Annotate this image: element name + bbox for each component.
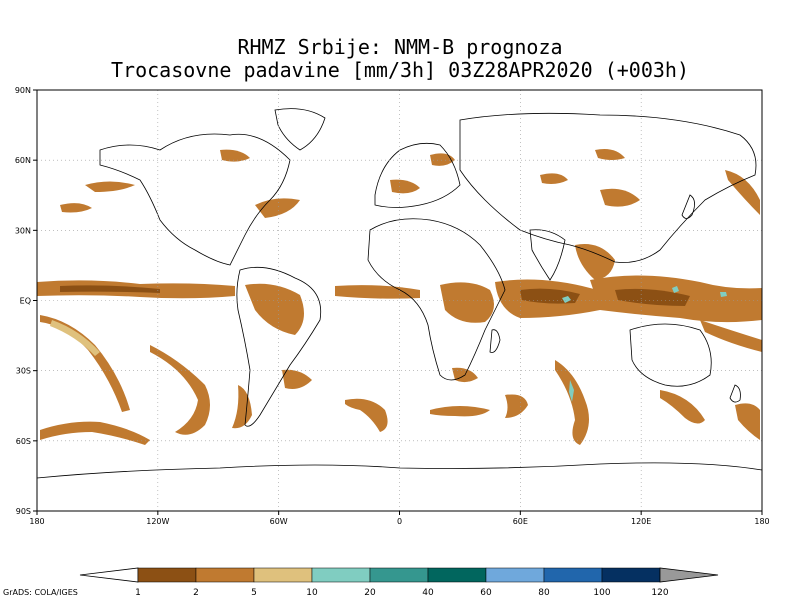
precip-southern-ocean-e — [735, 403, 760, 440]
lat-label: 30N — [15, 226, 31, 235]
colorbar-label: 5 — [251, 588, 257, 598]
lon-label: 180 — [29, 517, 44, 526]
precip-south-pacific-3 — [50, 320, 100, 356]
greenland-outline — [274, 108, 326, 151]
lat-label: 60N — [15, 156, 31, 165]
precip-russia — [540, 173, 568, 184]
precip-spcz — [700, 320, 762, 352]
precip-africa — [440, 282, 494, 323]
colorbar-label: 120 — [651, 588, 668, 598]
precip-south-pacific-1 — [40, 315, 130, 412]
lon-label: 120E — [631, 517, 651, 526]
lon-label: 0 — [397, 517, 402, 526]
precip-south-pacific-4 — [40, 421, 150, 445]
lon-labels: 180 120W 60W 0 60E 120E 180 — [29, 511, 770, 526]
precip-heavy-1 — [562, 296, 571, 303]
precip-south-indian-1 — [505, 394, 528, 418]
antarctica-outline — [36, 462, 763, 479]
lat-label: EQ — [20, 297, 31, 306]
chart-title: RHMZ Srbije: NMM-B prognoza — [237, 35, 563, 59]
colorbar-segment — [195, 567, 255, 583]
lon-label: 60E — [513, 517, 528, 526]
lat-label: 30S — [16, 367, 31, 376]
precip-south-indian-2 — [555, 360, 589, 445]
precip-south-atlantic — [345, 398, 388, 432]
precip-south-atlantic-2 — [430, 406, 490, 417]
precip-heavy-3 — [720, 292, 727, 297]
colorbar-segment — [253, 567, 313, 583]
precip-canada — [220, 149, 250, 162]
precip-south-america — [245, 283, 304, 335]
india-outline — [529, 229, 566, 281]
map-grid — [37, 90, 762, 511]
precip-itcz-atlantic — [335, 285, 420, 299]
colorbar-segment — [311, 567, 371, 583]
precip-southern-ocean-w — [232, 385, 252, 429]
credit-text: GrADS: COLA/IGES — [3, 588, 78, 597]
precip-north-atlantic — [255, 198, 300, 218]
north-america-outline — [99, 133, 291, 266]
precip-europe — [390, 179, 420, 194]
colorbar-segment — [601, 567, 661, 583]
new-zealand-outline — [729, 384, 741, 403]
precip-south-indian-core — [569, 380, 574, 402]
colorbar-segment — [543, 567, 603, 583]
precip-north-pacific-3 — [725, 170, 760, 215]
lon-label: 180 — [754, 517, 769, 526]
colorbar-segment — [485, 567, 545, 583]
europe-outline — [374, 142, 461, 208]
lon-label: 60W — [270, 517, 288, 526]
chart-subtitle: Trocasovne padavine [mm/3h] 03Z28APR2020… — [111, 58, 689, 82]
colorbar: 1 2 5 10 20 40 60 80 100 120 — [79, 567, 719, 598]
colorbar-label: 40 — [422, 588, 434, 598]
colorbar-high-triangle — [659, 567, 719, 583]
colorbar-segment — [427, 567, 487, 583]
lon-label: 120W — [146, 517, 169, 526]
precip-tasman — [660, 390, 705, 424]
continent-outlines — [36, 108, 763, 479]
precipitation-layer — [37, 149, 762, 445]
precip-north-pacific-2 — [60, 203, 92, 213]
precip-south-pacific-2 — [150, 345, 210, 435]
precip-asia-n — [595, 149, 625, 160]
madagascar-outline — [489, 329, 501, 353]
precip-heavy-2 — [672, 286, 679, 293]
colorbar-label: 80 — [538, 588, 550, 598]
lat-label: 90S — [16, 507, 31, 516]
precip-north-pacific-1 — [85, 181, 135, 192]
colorbar-label: 60 — [480, 588, 492, 598]
precip-maritime-core — [615, 288, 690, 306]
colorbar-label: 1 — [135, 588, 141, 598]
colorbar-segment — [369, 567, 429, 583]
colorbar-label: 10 — [306, 588, 318, 598]
precip-central-asia — [600, 188, 640, 207]
australia-outline — [629, 323, 712, 387]
colorbar-segment — [137, 567, 197, 583]
precip-itcz-pacific-core — [60, 285, 160, 293]
japan-outline — [681, 194, 695, 219]
lat-label: 90N — [15, 86, 31, 95]
lat-label: 60S — [16, 437, 31, 446]
colorbar-label: 20 — [364, 588, 376, 598]
colorbar-low-triangle — [79, 567, 139, 583]
precip-argentina — [282, 369, 312, 389]
colorbar-label: 100 — [593, 588, 610, 598]
colorbar-label: 2 — [193, 588, 199, 598]
asia-outline — [459, 112, 757, 263]
south-america-outline — [236, 266, 322, 427]
precip-se-asia — [575, 244, 615, 280]
lat-labels: 90N 60N 30N EQ 30S 60S 90S — [15, 86, 37, 516]
